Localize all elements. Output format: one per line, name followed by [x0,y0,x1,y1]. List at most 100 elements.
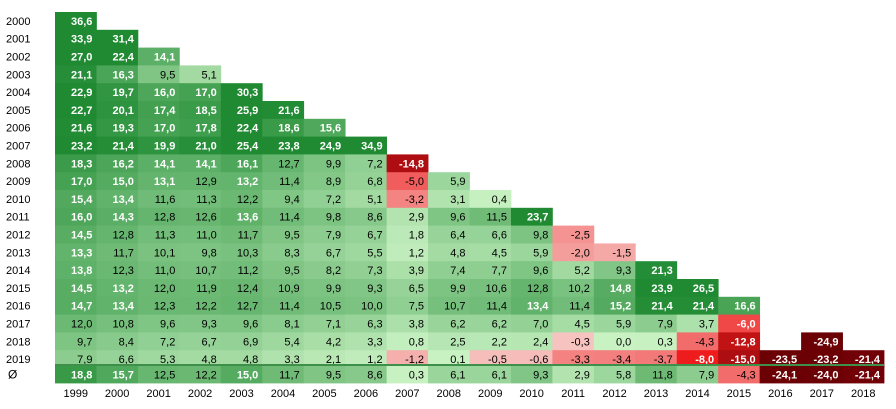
heatmap-cell-label: 9,3 [202,319,217,331]
column-label: 2011 [561,388,585,400]
heatmap-cell [96,190,139,209]
heatmap-cell [220,83,263,102]
heatmap-cell [345,243,387,262]
heatmap-cell-label: 7,9 [77,354,92,366]
heatmap-cell [303,172,346,191]
heatmap-cell-label: 10,6 [486,283,507,295]
heatmap-cell [303,190,346,209]
heatmap-cell-label: 7,9 [657,319,672,331]
heatmap-cell-label: 30,3 [237,87,258,99]
heatmap-cell-label: 11,4 [569,301,590,313]
column-labels: 1999 2000 2001 2002 2003 2004 2005 2006 2007 2008… [63,388,875,400]
column-label: 2005 [312,388,336,400]
heatmap-cell-label: 23,7 [527,212,548,224]
heatmap-cell-label: 17,0 [195,87,216,99]
heatmap-cell-label: 8,2 [326,265,341,277]
heatmap-cell-label: 12,2 [195,301,216,313]
heatmap-cell [428,314,470,333]
heatmap-cell-label: 12,3 [154,301,175,313]
heatmap-cell-label: 5,2 [575,265,590,277]
heatmap-cell [801,350,843,369]
heatmap-cell-label: 1,2 [367,354,382,366]
heatmap-cell-label: 13,2 [237,176,258,188]
heatmap-cell-label: -24,9 [813,336,838,348]
heatmap-cell-label: 18,5 [195,105,216,117]
heatmap-cell [676,296,719,315]
heatmap-cell-label: 0,8 [409,336,424,348]
heatmap-cell-label: 3,1 [450,194,465,206]
heatmap-cell [137,154,180,173]
heatmap-cell-label: 11,7 [113,247,134,259]
column-label: 2001 [146,388,170,400]
average-cell [96,366,139,384]
column-label: 2013 [644,388,668,400]
heatmap-cell [96,279,139,298]
heatmap-cell [386,225,429,244]
average-cell [552,366,595,384]
heatmap-cell [345,314,387,333]
heatmap-cell-label: 12,7 [278,158,299,170]
heatmap-cell [262,136,305,155]
average-cell [801,366,843,384]
heatmap-cell [220,243,263,262]
heatmap-cell [552,261,595,280]
heatmap-cell-label: 33,9 [71,34,92,46]
heatmap-cell [96,172,139,191]
heatmap-cell [55,65,97,84]
heatmap-cell [635,332,678,351]
heatmap-cell-label: 16,0 [71,212,92,224]
heatmap-cell [842,350,885,369]
heatmap-cell [137,279,180,298]
heatmap-cell [179,350,222,369]
heatmap-cell-label: 7,0 [533,319,548,331]
heatmap-cell-label: 6,7 [367,230,382,242]
heatmap-cell-label: 31,4 [112,34,134,46]
heatmap-cell [635,296,678,315]
heatmap-cell [137,101,180,120]
heatmap-cell-label: 7,5 [409,301,424,313]
heatmap-cell [345,350,387,369]
heatmap-cell [96,350,139,369]
heatmap-cell-label: 11,0 [196,230,217,242]
heatmap-cell [510,261,553,280]
heatmap-cells: 36,6 33,9 31,4 27,0 22,4 14,1 21,1 16,3 9,5 5,1 22… [55,12,885,384]
heatmap-cell [676,314,719,333]
heatmap-cell [386,243,429,262]
row-label: 2012 [6,230,30,242]
average-cell [137,366,180,384]
column-label: 2002 [188,388,212,400]
heatmap-cell [137,296,180,315]
row-label: 2010 [6,194,30,206]
row-label: 2000 [6,16,30,28]
heatmap-cell [469,190,512,209]
average-cell [759,366,802,384]
heatmap-cell [345,225,387,244]
row-label: 2013 [6,247,30,259]
heatmap-cell-label: 9,8 [202,247,217,259]
row-label: 2011 [6,212,30,224]
heatmap-cell [718,350,761,369]
heatmap-cell [510,243,553,262]
heatmap-cell [96,332,139,351]
heatmap-cell-label: 27,0 [71,52,92,64]
heatmap-cell [96,47,139,66]
heatmap-cell-label: 0,1 [450,354,465,366]
heatmap-cell [137,314,180,333]
heatmap-cell-label: 9,8 [533,230,548,242]
heatmap-cell-label: 4,5 [492,247,507,259]
heatmap-cell [469,243,512,262]
heatmap-cell-label: 12,7 [237,301,258,313]
heatmap-cell-label: 8,1 [284,319,299,331]
heatmap-cell [386,350,429,369]
heatmap-cell [552,314,595,333]
row-label: 2008 [6,158,30,170]
heatmap-cell [345,172,387,191]
heatmap-cell-label: 5,9 [450,176,465,188]
heatmap-cell [469,296,512,315]
heatmap-cell-label: 26,5 [693,283,714,295]
heatmap-cell-label: 9,9 [326,283,341,295]
heatmap-cell [386,279,429,298]
column-label: 2016 [768,388,792,400]
average-cell [469,366,512,384]
heatmap-cell-label: 21,6 [278,105,299,117]
